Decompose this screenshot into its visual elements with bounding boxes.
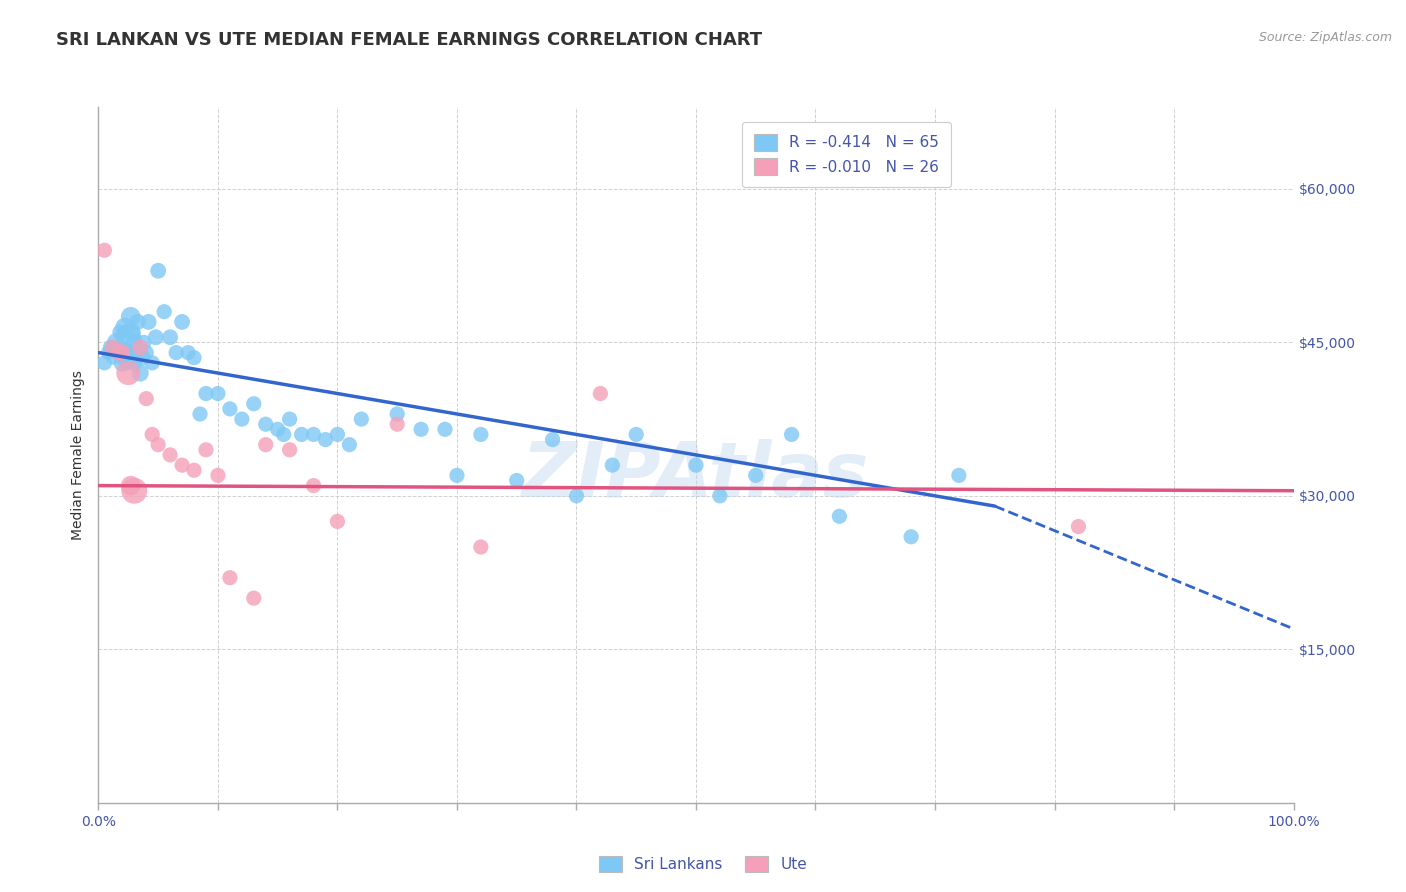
Text: SRI LANKAN VS UTE MEDIAN FEMALE EARNINGS CORRELATION CHART: SRI LANKAN VS UTE MEDIAN FEMALE EARNINGS… [56,31,762,49]
Text: Source: ZipAtlas.com: Source: ZipAtlas.com [1258,31,1392,45]
Point [302,478,325,492]
Point [385,417,409,432]
Point [685,458,707,472]
Point [127,315,149,329]
Point [470,540,492,554]
Point [145,330,167,344]
Point [589,386,612,401]
Point [350,412,373,426]
Point [243,591,266,606]
Point [177,345,200,359]
Point [900,530,922,544]
Point [315,433,337,447]
Point [98,341,122,355]
Point [101,351,124,365]
Point [326,427,349,442]
Point [219,401,242,416]
Point [278,412,301,426]
Point [111,345,134,359]
Point [326,515,349,529]
Point [117,351,139,365]
Point [135,392,157,406]
Point [231,412,253,426]
Point [124,335,146,350]
Point [339,438,360,452]
Point [138,315,160,329]
Point [148,438,170,452]
Point [194,386,218,401]
Point [602,458,624,472]
Point [172,458,194,472]
Point [278,442,301,457]
Point [101,341,124,355]
Point [120,310,142,324]
Point [207,386,229,401]
Point [948,468,970,483]
Point [129,366,152,380]
Point [111,356,134,370]
Y-axis label: Median Female Earnings: Median Female Earnings [72,370,86,540]
Point [125,345,148,359]
Point [302,427,325,442]
Point [117,366,139,380]
Point [124,356,146,370]
Point [506,474,529,488]
Point [745,468,768,483]
Point [194,442,218,457]
Point [114,345,136,359]
Point [243,397,266,411]
Point [207,468,229,483]
Point [219,571,242,585]
Point [780,427,803,442]
Point [183,463,205,477]
Point [120,478,142,492]
Point [828,509,851,524]
Point [121,325,143,339]
Point [117,330,139,344]
Point [183,351,205,365]
Point [254,438,277,452]
Point [159,448,181,462]
Legend: Sri Lankans, Ute: Sri Lankans, Ute [591,848,815,880]
Point [709,489,731,503]
Point [132,335,155,350]
Point [188,407,211,421]
Point [626,427,648,442]
Point [165,345,187,359]
Point [273,427,295,442]
Point [291,427,314,442]
Point [135,345,157,359]
Point [141,356,163,370]
Point [108,345,131,359]
Point [108,325,131,339]
Point [93,356,115,370]
Point [565,489,588,503]
Point [385,407,409,421]
Point [105,335,128,350]
Point [148,264,170,278]
Point [129,341,152,355]
Text: ZIPAtlas: ZIPAtlas [522,439,870,513]
Point [114,320,136,334]
Point [446,468,468,483]
Point [254,417,277,432]
Point [541,433,564,447]
Point [1067,519,1090,533]
Point [159,330,181,344]
Point [124,483,146,498]
Point [97,345,120,359]
Point [411,422,433,436]
Legend: R = -0.414   N = 65, R = -0.010   N = 26: R = -0.414 N = 65, R = -0.010 N = 26 [742,121,952,187]
Point [107,345,129,359]
Point [433,422,456,436]
Point [153,304,176,318]
Point [131,351,153,365]
Point [172,315,194,329]
Point [267,422,290,436]
Point [470,427,492,442]
Point [93,244,115,258]
Point [141,427,163,442]
